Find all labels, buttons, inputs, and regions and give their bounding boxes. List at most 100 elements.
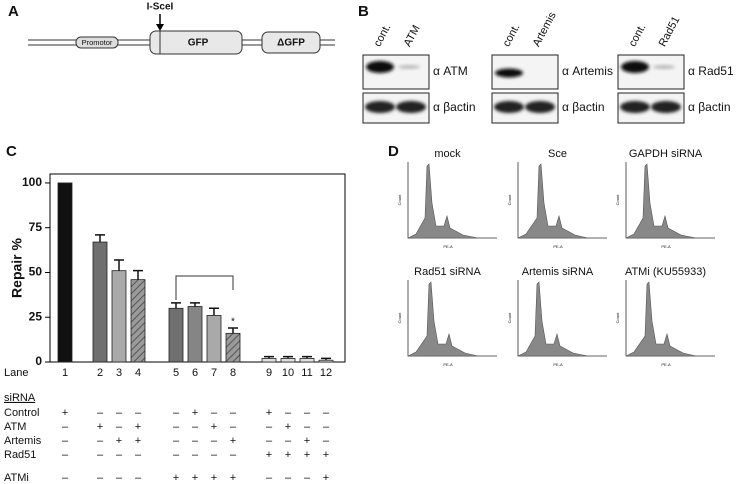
row-label: Rad51 bbox=[4, 449, 36, 461]
treatment-mark: – bbox=[173, 421, 180, 433]
band bbox=[651, 101, 681, 113]
histogram-title: Sce bbox=[548, 148, 567, 160]
y-tick-label: 25 bbox=[29, 309, 43, 323]
x-tick-label: 12 bbox=[320, 367, 332, 379]
y-tick-label: 0 bbox=[35, 354, 42, 368]
treatment-mark: – bbox=[62, 449, 69, 461]
error-bar bbox=[171, 302, 181, 309]
treatment-mark: – bbox=[230, 407, 237, 419]
histogram bbox=[517, 281, 589, 357]
band bbox=[653, 65, 675, 69]
lane-label: cont. bbox=[501, 22, 523, 49]
treatment-mark: + bbox=[323, 449, 329, 461]
treatment-mark: – bbox=[323, 421, 330, 433]
histogram bbox=[517, 163, 589, 239]
treatment-mark: – bbox=[116, 407, 123, 419]
histogram-title: GAPDH siRNA bbox=[629, 148, 703, 160]
treatment-mark: – bbox=[116, 449, 123, 461]
site-label: I-SceI bbox=[147, 2, 174, 13]
treatment-mark: – bbox=[116, 472, 123, 484]
bar bbox=[187, 306, 203, 363]
panel-label: D bbox=[388, 143, 399, 160]
x-tick-label: 4 bbox=[135, 367, 141, 379]
treatment-mark: – bbox=[192, 449, 199, 461]
treatment-mark: – bbox=[192, 421, 199, 433]
histogram-y-label: Count bbox=[507, 194, 512, 206]
treatment-mark: – bbox=[62, 421, 69, 433]
bar bbox=[225, 332, 241, 363]
treatment-mark: – bbox=[211, 407, 218, 419]
band bbox=[494, 101, 524, 113]
bar bbox=[206, 315, 222, 363]
panel-label: A bbox=[8, 3, 19, 20]
treatment-mark: – bbox=[192, 435, 199, 447]
band bbox=[396, 101, 426, 113]
treatment-mark: + bbox=[230, 472, 236, 484]
y-tick-label: 50 bbox=[29, 265, 43, 279]
truncated-gene-label: ΔGFP bbox=[277, 38, 305, 49]
bar bbox=[280, 358, 296, 363]
treatment-mark: + bbox=[304, 435, 310, 447]
blot-target: α ATM bbox=[433, 64, 468, 78]
x-tick-label: 1 bbox=[62, 367, 68, 379]
error-bar bbox=[95, 234, 105, 243]
error-bar bbox=[228, 327, 238, 334]
error-bar bbox=[264, 355, 274, 359]
histogram-title: mock bbox=[434, 148, 461, 160]
bar bbox=[318, 359, 334, 363]
treatment-mark: – bbox=[285, 435, 292, 447]
treatment-mark: – bbox=[173, 449, 180, 461]
blot-loading: α βactin bbox=[433, 100, 476, 114]
error-bar bbox=[133, 269, 143, 280]
treatment-mark: – bbox=[135, 407, 142, 419]
row-label: ATM bbox=[4, 421, 26, 433]
histogram-y-label: Count bbox=[507, 312, 512, 324]
bar bbox=[299, 358, 315, 363]
histogram-y-label: Count bbox=[397, 194, 402, 206]
annotation: * bbox=[231, 317, 235, 328]
error-bar bbox=[283, 355, 293, 359]
treatment-mark: + bbox=[266, 407, 272, 419]
treatment-mark: + bbox=[285, 421, 291, 433]
histogram bbox=[625, 281, 697, 357]
blot-loading: α βactin bbox=[562, 100, 605, 114]
histogram-x-label: PE-A bbox=[553, 244, 563, 249]
treatment-mark: + bbox=[192, 407, 198, 419]
y-tick-label: 75 bbox=[29, 220, 43, 234]
x-tick-label: 5 bbox=[173, 367, 179, 379]
treatment-mark: – bbox=[230, 449, 237, 461]
histogram-x-label: PE-A bbox=[443, 244, 453, 249]
gene-label: GFP bbox=[188, 38, 209, 49]
treatment-mark: – bbox=[135, 472, 142, 484]
treatment-mark: – bbox=[97, 449, 104, 461]
bar bbox=[92, 241, 108, 363]
histogram-y-label: Count bbox=[615, 194, 620, 206]
histogram-x-label: PE-A bbox=[661, 244, 671, 249]
band bbox=[495, 68, 523, 78]
treatment-mark: – bbox=[62, 472, 69, 484]
x-tick-label: 10 bbox=[282, 367, 294, 379]
x-tick-label: 7 bbox=[211, 367, 217, 379]
treatment-mark: – bbox=[97, 472, 104, 484]
row-label: Artemis bbox=[4, 435, 42, 447]
histogram bbox=[407, 163, 479, 239]
treatment-mark: – bbox=[116, 421, 123, 433]
treatment-mark: – bbox=[304, 407, 311, 419]
x-tick-label: 3 bbox=[116, 367, 122, 379]
treatment-mark: – bbox=[211, 435, 218, 447]
y-tick-label: 100 bbox=[22, 175, 42, 189]
error-bar bbox=[190, 302, 200, 307]
panel-label: C bbox=[6, 143, 17, 160]
treatment-mark: – bbox=[285, 407, 292, 419]
band bbox=[621, 61, 649, 73]
treatment-mark: – bbox=[230, 421, 237, 433]
histogram-x-label: PE-A bbox=[661, 362, 671, 367]
treatment-mark: – bbox=[266, 435, 273, 447]
bar bbox=[261, 358, 277, 363]
treatment-mark: + bbox=[135, 435, 141, 447]
treatment-mark: – bbox=[211, 449, 218, 461]
x-tick-label: 8 bbox=[230, 367, 236, 379]
treatment-mark: – bbox=[97, 407, 104, 419]
histogram-title: Artemis siRNA bbox=[522, 266, 594, 278]
